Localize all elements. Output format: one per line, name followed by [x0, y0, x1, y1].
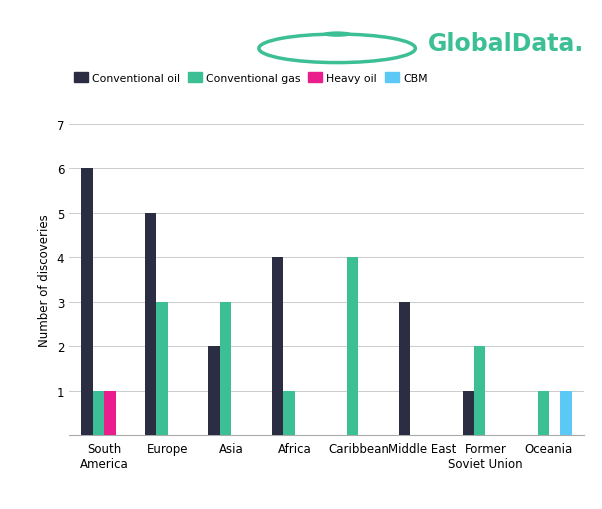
Bar	[560, 391, 572, 435]
Bar	[104, 391, 116, 435]
Bar	[399, 302, 411, 435]
Bar	[347, 258, 358, 435]
Text: GlobalData.: GlobalData.	[427, 32, 584, 56]
Bar	[462, 391, 474, 435]
Bar	[81, 169, 93, 435]
Bar	[272, 258, 284, 435]
Text: Source:  GlobalData, Oil and Gas Intelligence Center: Source: GlobalData, Oil and Gas Intellig…	[18, 473, 428, 487]
Circle shape	[322, 32, 352, 38]
Bar	[145, 213, 157, 435]
Bar	[220, 302, 231, 435]
Bar	[538, 391, 549, 435]
Bar	[474, 347, 485, 435]
Legend: Conventional oil, Conventional gas, Heavy oil, CBM: Conventional oil, Conventional gas, Heav…	[69, 69, 432, 88]
Y-axis label: Number of discoveries: Number of discoveries	[39, 214, 51, 346]
Bar	[284, 391, 295, 435]
Bar	[208, 347, 220, 435]
Bar	[157, 302, 168, 435]
Bar	[93, 391, 104, 435]
Text: Count of oil and gas discoveries
by key regions and resource type
in Q3 2019: Count of oil and gas discoveries by key …	[18, 22, 285, 76]
